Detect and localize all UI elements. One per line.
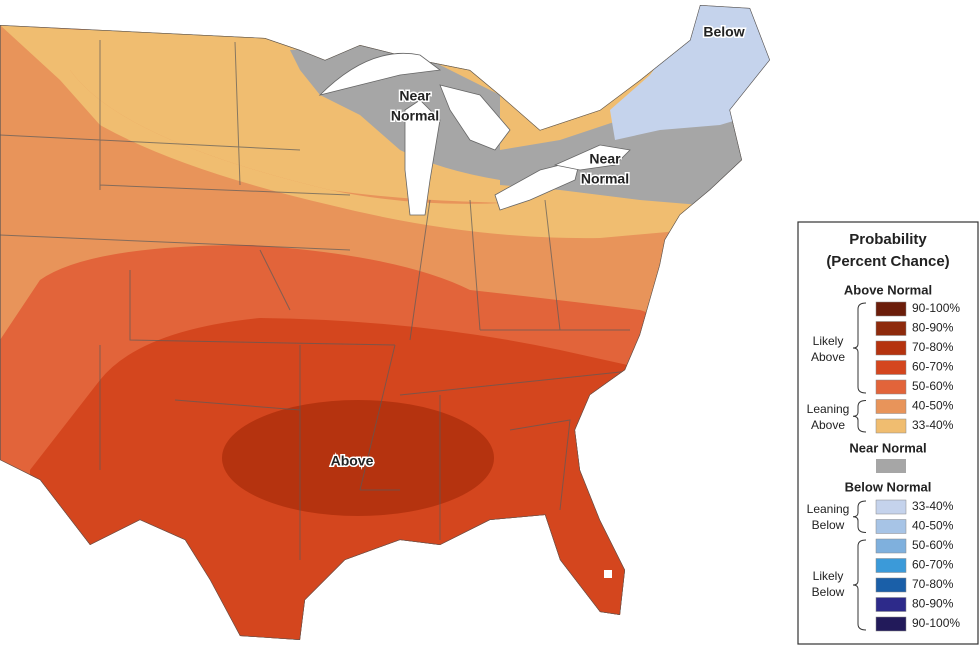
legend-swatch	[875, 418, 907, 434]
map-label: Normal	[581, 171, 629, 187]
legend-swatch	[875, 538, 907, 554]
legend-label: 33-40%	[912, 499, 954, 513]
legend-label: 70-80%	[912, 340, 954, 354]
legend-label: 80-90%	[912, 597, 954, 611]
legend-group: Below	[812, 585, 845, 599]
map-labels: Below Near Normal Near Normal Above	[329, 22, 746, 470]
legend-swatch	[875, 519, 907, 534]
legend-label: 60-70%	[912, 558, 954, 572]
legend-group: Likely	[813, 569, 844, 583]
legend-title: (Percent Chance)	[826, 253, 949, 270]
legend-label: 80-90%	[912, 321, 954, 335]
legend-group: Leaning	[807, 402, 850, 416]
legend-label: 60-70%	[912, 360, 954, 374]
legend-label: 50-60%	[912, 379, 954, 393]
legend-swatch	[875, 399, 907, 414]
legend-label: 50-60%	[912, 538, 954, 552]
zone-below	[610, 5, 770, 140]
legend-label: 33-40%	[912, 418, 954, 432]
legend-label: 70-80%	[912, 577, 954, 591]
legend-swatch	[875, 360, 907, 375]
legend-swatch	[875, 340, 907, 356]
brace	[852, 400, 867, 433]
legend-swatch	[875, 379, 907, 395]
zone-70-80	[222, 400, 494, 516]
legend-group: Above	[811, 350, 845, 364]
map-label: Near	[589, 151, 621, 167]
legend-swatch	[875, 597, 907, 612]
legend-title: Probability	[849, 231, 927, 248]
legend-swatch	[875, 577, 907, 593]
legend-heading: Near Normal	[849, 440, 926, 455]
legend-group: Above	[811, 418, 845, 432]
legend-group: Leaning	[807, 502, 850, 516]
brace	[852, 539, 867, 631]
brace	[852, 302, 867, 394]
legend-label: 40-50%	[912, 519, 954, 533]
legend-swatch	[875, 558, 907, 573]
legend-group: Below	[812, 518, 845, 532]
map-label: Below	[703, 24, 744, 40]
legend-heading: Above Normal	[844, 282, 932, 297]
legend-swatch	[876, 459, 906, 473]
map-label: Above	[331, 453, 374, 469]
legend-swatch	[875, 499, 907, 515]
legend-group: Likely	[813, 334, 844, 348]
legend-heading: Below Normal	[845, 479, 932, 494]
map-label: Normal	[391, 108, 439, 124]
legend: Probability (Percent Chance) Above Normal 9…	[797, 221, 979, 645]
legend-label: 90-100%	[912, 301, 960, 315]
legend-swatch	[875, 321, 907, 336]
legend-swatch	[875, 301, 907, 317]
legend-swatch	[875, 616, 907, 632]
brace	[852, 500, 867, 533]
legend-label: 90-100%	[912, 616, 960, 630]
legend-label: 40-50%	[912, 399, 954, 413]
map-label: Near	[399, 88, 431, 104]
